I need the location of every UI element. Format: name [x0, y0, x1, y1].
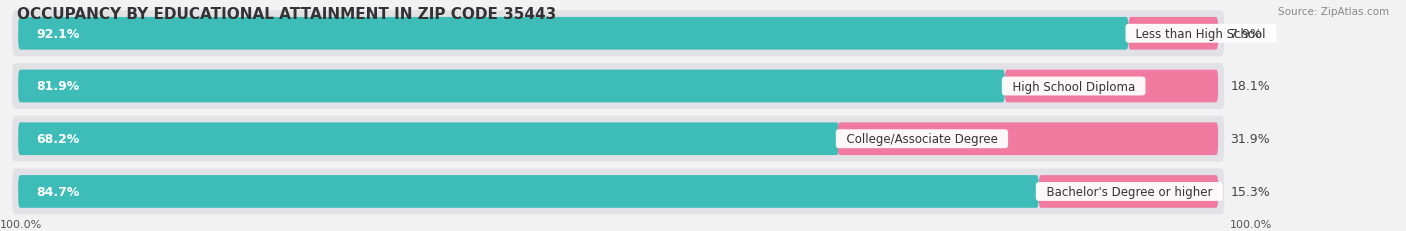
Text: OCCUPANCY BY EDUCATIONAL ATTAINMENT IN ZIP CODE 35443: OCCUPANCY BY EDUCATIONAL ATTAINMENT IN Z…: [17, 7, 557, 22]
Text: 100.0%: 100.0%: [1230, 219, 1272, 229]
FancyBboxPatch shape: [18, 175, 1039, 208]
Text: 18.1%: 18.1%: [1230, 80, 1270, 93]
Text: Bachelor's Degree or higher: Bachelor's Degree or higher: [1039, 185, 1220, 198]
Text: 100.0%: 100.0%: [0, 219, 42, 229]
Text: 68.2%: 68.2%: [37, 133, 80, 146]
FancyBboxPatch shape: [1039, 175, 1218, 208]
FancyBboxPatch shape: [18, 18, 1129, 50]
Text: Less than High School: Less than High School: [1129, 28, 1274, 41]
Text: 81.9%: 81.9%: [37, 80, 80, 93]
Text: College/Associate Degree: College/Associate Degree: [839, 133, 1005, 146]
FancyBboxPatch shape: [13, 11, 1225, 57]
FancyBboxPatch shape: [1005, 70, 1218, 103]
FancyBboxPatch shape: [18, 123, 839, 155]
Text: Source: ZipAtlas.com: Source: ZipAtlas.com: [1278, 7, 1389, 17]
FancyBboxPatch shape: [13, 169, 1225, 214]
Text: 31.9%: 31.9%: [1230, 133, 1270, 146]
FancyBboxPatch shape: [13, 64, 1225, 109]
Text: 84.7%: 84.7%: [37, 185, 80, 198]
FancyBboxPatch shape: [18, 70, 1005, 103]
Text: 7.9%: 7.9%: [1230, 28, 1263, 41]
Text: High School Diploma: High School Diploma: [1005, 80, 1143, 93]
FancyBboxPatch shape: [13, 116, 1225, 162]
FancyBboxPatch shape: [838, 123, 1218, 155]
FancyBboxPatch shape: [1129, 18, 1218, 50]
Text: 92.1%: 92.1%: [37, 28, 80, 41]
Text: 15.3%: 15.3%: [1230, 185, 1270, 198]
